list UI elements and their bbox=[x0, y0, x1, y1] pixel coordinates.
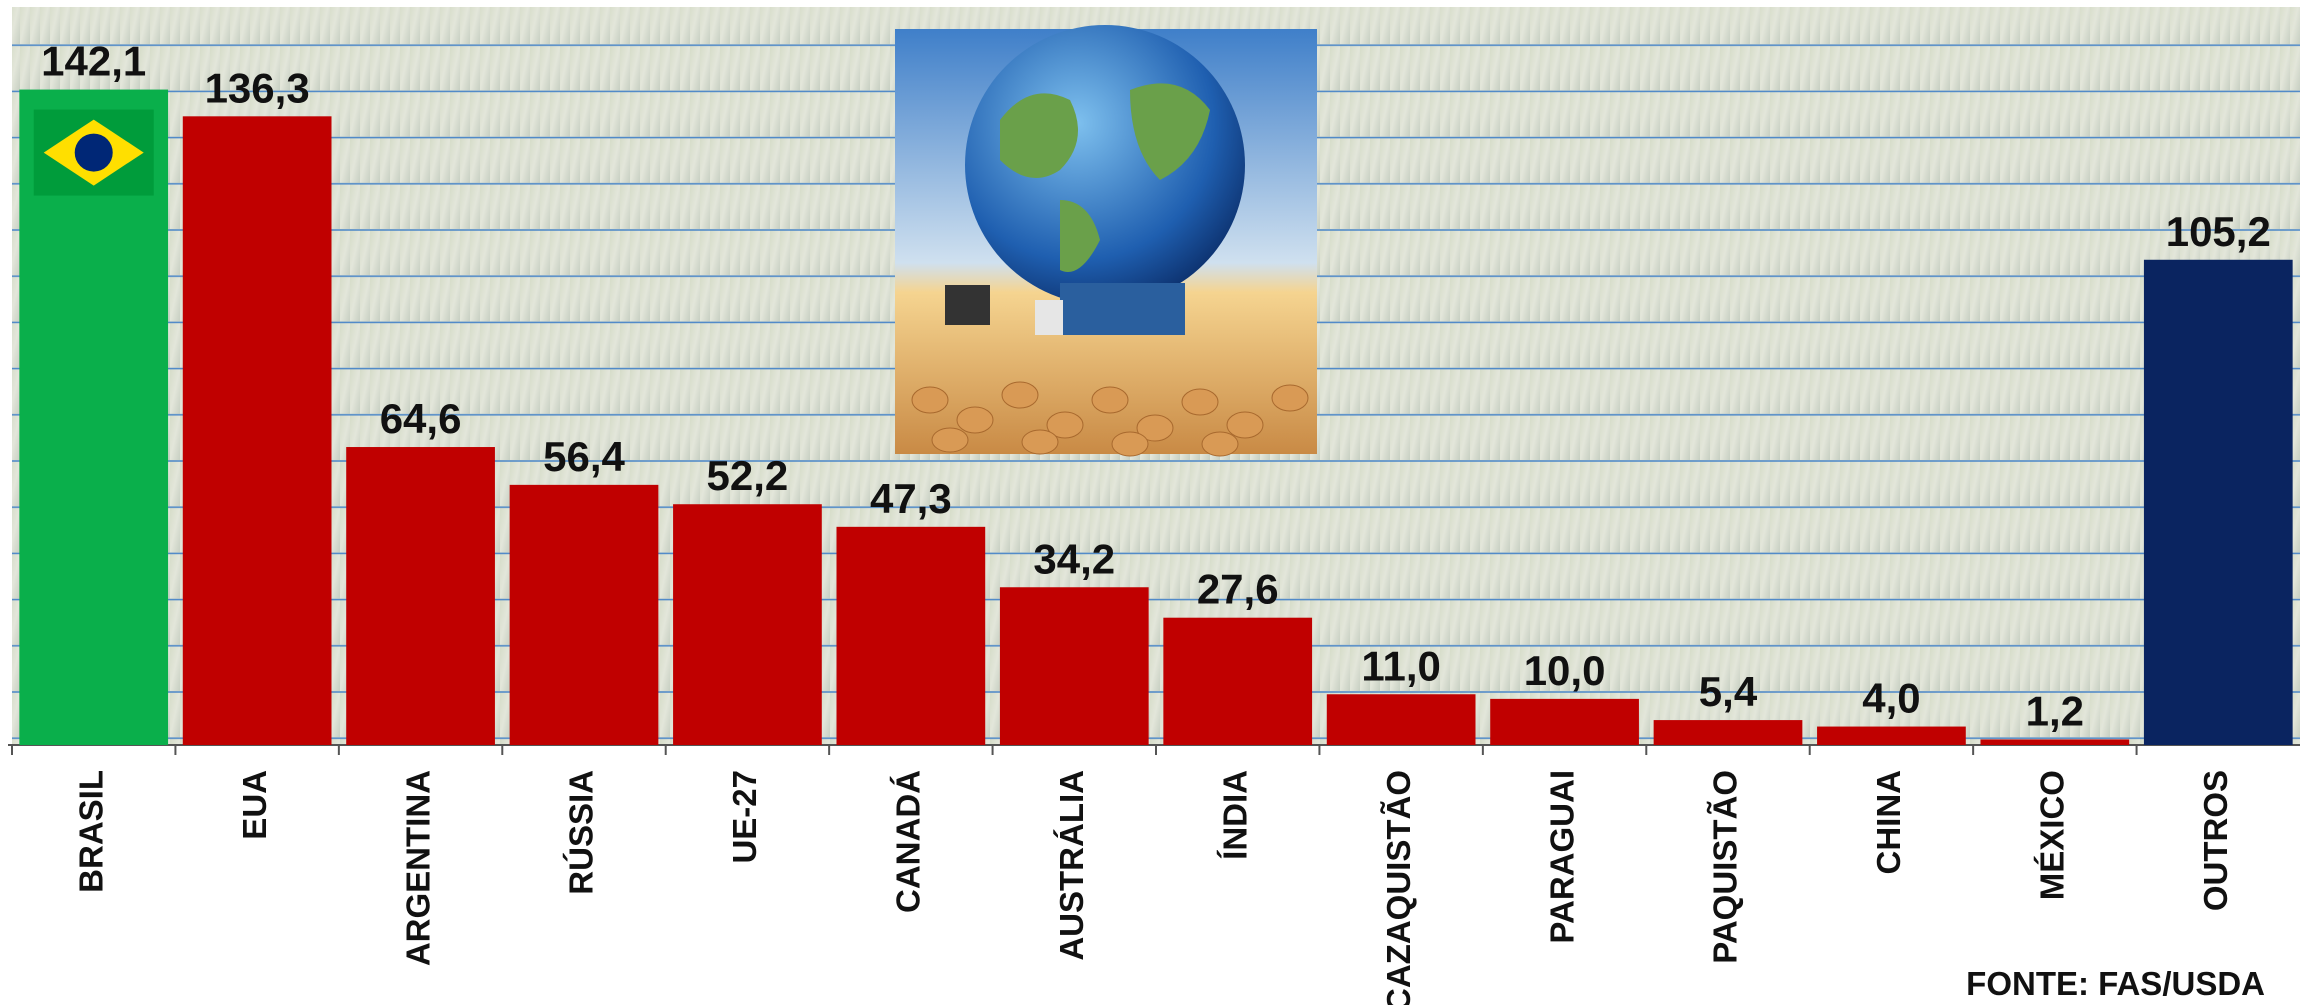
bar bbox=[346, 447, 495, 745]
value-label: 10,0 bbox=[1524, 647, 1606, 694]
bar bbox=[1490, 698, 1639, 745]
x-tick-label: ARGENTINA bbox=[399, 770, 436, 966]
value-label: 1,2 bbox=[2026, 687, 2084, 734]
x-tick-label: CANADÁ bbox=[890, 770, 927, 913]
x-tick-label: OUTROS bbox=[2197, 770, 2234, 911]
value-label: 142,1 bbox=[41, 38, 146, 85]
source: FONTE: FAS/USDA bbox=[1966, 965, 2265, 1002]
bar bbox=[1163, 617, 1313, 745]
value-label: 27,6 bbox=[1197, 566, 1279, 613]
x-tick-label: CHINA bbox=[1870, 770, 1907, 875]
value-label: 47,3 bbox=[870, 475, 952, 522]
bar bbox=[509, 484, 659, 745]
flag bbox=[33, 109, 154, 196]
bar bbox=[1817, 726, 1966, 745]
bar bbox=[836, 526, 986, 745]
value-label: 64,6 bbox=[380, 395, 462, 442]
x-tick-label: PARAGUAI bbox=[1543, 770, 1580, 944]
x-tick-label: BRASIL bbox=[72, 770, 109, 893]
bar bbox=[673, 504, 822, 745]
x-tick-label: CAZAQUISTÃO bbox=[1380, 770, 1417, 1005]
x-tick-label: MÉXICO bbox=[2034, 770, 2071, 900]
bar bbox=[2143, 259, 2293, 745]
value-label: 136,3 bbox=[205, 64, 310, 111]
value-label: 56,4 bbox=[543, 433, 625, 480]
value-label: 34,2 bbox=[1033, 535, 1115, 582]
bar bbox=[1326, 694, 1476, 745]
x-tick-label: AUSTRÁLIA bbox=[1053, 770, 1090, 961]
x-tick-label: PAQUISTÃO bbox=[1707, 770, 1744, 964]
x-tick-label: ÍNDIA bbox=[1216, 770, 1253, 860]
value-label: 52,2 bbox=[707, 452, 789, 499]
x-tick-label: EUA bbox=[236, 770, 273, 840]
flag-circle bbox=[74, 133, 113, 172]
bar bbox=[1653, 720, 1803, 745]
value-label: 11,0 bbox=[1361, 642, 1440, 689]
value-label: 4,0 bbox=[1862, 675, 1920, 722]
x-tick-label: RÚSSIA bbox=[563, 770, 600, 895]
bar bbox=[1980, 739, 2130, 745]
x-tick-label: UE-27 bbox=[726, 770, 763, 864]
value-label: 105,2 bbox=[2166, 208, 2271, 255]
bar bbox=[999, 587, 1149, 745]
illustration bbox=[895, 25, 1317, 457]
bar bbox=[19, 89, 169, 746]
value-label: 5,4 bbox=[1699, 668, 1758, 715]
bar bbox=[182, 116, 332, 745]
